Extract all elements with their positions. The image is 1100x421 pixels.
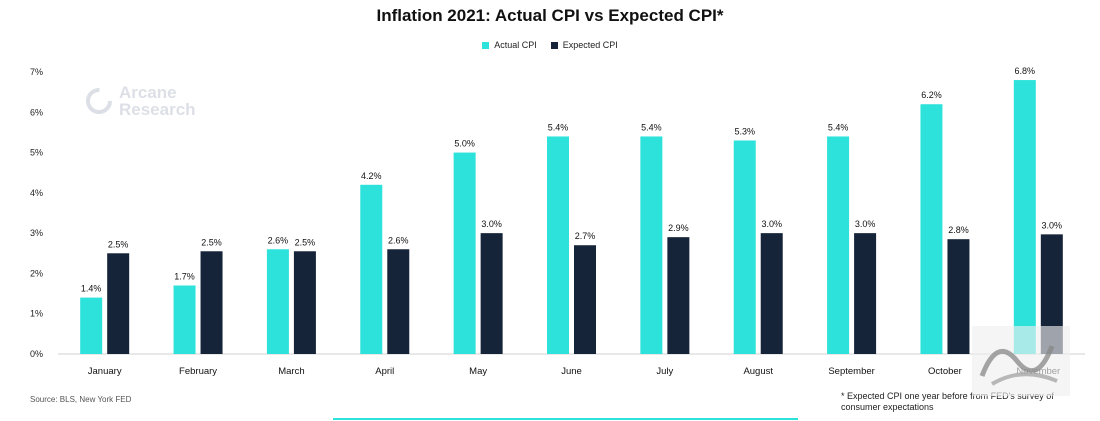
footnote-line1: * Expected CPI one year before from FED'… [841, 391, 1054, 401]
bar-actual [920, 104, 943, 354]
footnote: * Expected CPI one year before from FED'… [841, 391, 1091, 413]
bar-expected [200, 251, 223, 354]
bar-actual [266, 249, 289, 354]
bar-actual [173, 285, 196, 354]
data-label-expected: 2.7% [575, 231, 596, 241]
data-label-actual: 6.2% [921, 90, 942, 100]
chart-title: Inflation 2021: Actual CPI vs Expected C… [376, 6, 724, 25]
bar-actual [733, 140, 756, 354]
data-label-expected: 2.5% [201, 237, 222, 247]
y-tick-label: 5% [30, 148, 43, 158]
data-label-expected: 2.5% [295, 237, 316, 247]
arcane-logo-icon [86, 88, 112, 114]
legend-swatch-actual [482, 41, 490, 49]
bar-expected [107, 253, 130, 354]
y-tick-label: 0% [30, 349, 43, 359]
legend-label-actual: Actual CPI [494, 40, 537, 50]
legend: Actual CPI Expected CPI [0, 40, 1100, 50]
y-tick-label: 3% [30, 228, 43, 238]
x-tick-label: April [375, 366, 394, 377]
data-label-actual: 6.8% [1015, 66, 1036, 76]
bottom-accent-line [333, 418, 798, 420]
bar-expected [574, 245, 596, 354]
y-tick-label: 7% [30, 67, 43, 77]
bar-actual [1013, 80, 1036, 355]
bar-expected [480, 233, 503, 354]
data-label-actual: 5.3% [734, 126, 755, 136]
data-label-expected: 3.0% [481, 219, 502, 229]
data-label-actual: 2.6% [268, 235, 289, 245]
x-tick-label: June [561, 366, 582, 377]
bar-actual [360, 184, 383, 354]
x-tick-label: October [928, 366, 962, 377]
legend-item-actual: Actual CPI [482, 40, 537, 50]
legend-item-expected: Expected CPI [550, 40, 618, 50]
bar-expected [1040, 234, 1063, 354]
x-tick-label: July [656, 366, 673, 377]
bar-actual [827, 136, 850, 354]
bar-actual [453, 152, 476, 354]
data-label-actual: 1.4% [81, 284, 102, 294]
source-note: Source: BLS, New York FED [30, 395, 132, 404]
data-label-expected: 3.0% [1042, 220, 1063, 230]
legend-swatch-expected [550, 41, 558, 49]
bar-expected [667, 237, 690, 354]
data-label-actual: 1.7% [174, 272, 195, 282]
y-tick-label: 1% [30, 309, 43, 319]
data-label-expected: 3.0% [761, 219, 782, 229]
data-label-actual: 5.4% [641, 122, 662, 132]
arcane-research-watermark: Arcane Research [85, 84, 196, 118]
bar-actual [547, 136, 569, 354]
bar-expected [947, 239, 970, 354]
corner-watermark-logo-icon [972, 326, 1070, 396]
x-tick-label: May [469, 366, 487, 377]
x-tick-label: February [179, 366, 217, 377]
bar-expected [387, 249, 410, 354]
data-label-expected: 2.5% [108, 239, 129, 249]
data-label-actual: 5.0% [454, 139, 475, 149]
y-tick-label: 6% [30, 107, 43, 117]
x-tick-label: March [278, 366, 304, 377]
data-label-expected: 2.8% [948, 225, 969, 235]
x-tick-label: January [88, 366, 122, 377]
y-tick-label: 2% [30, 268, 43, 278]
x-tick-label: September [828, 366, 874, 377]
bar-expected [293, 251, 316, 354]
data-label-expected: 2.6% [388, 235, 409, 245]
x-tick-label: August [743, 366, 773, 377]
data-label-expected: 2.9% [668, 223, 689, 233]
y-tick-label: 4% [30, 188, 43, 198]
watermark-line2: Research [119, 100, 196, 119]
data-label-actual: 4.2% [361, 171, 382, 181]
footnote-line2: consumer expectations [841, 402, 934, 412]
watermark-line1: Arcane [119, 83, 177, 102]
bar-actual [640, 136, 663, 354]
data-label-expected: 3.0% [855, 219, 876, 229]
bar-expected [760, 233, 783, 354]
data-label-actual: 5.4% [548, 122, 569, 132]
bar-actual [80, 297, 103, 354]
bar-expected [854, 233, 877, 354]
data-label-actual: 5.4% [828, 122, 849, 132]
legend-label-expected: Expected CPI [562, 40, 618, 50]
